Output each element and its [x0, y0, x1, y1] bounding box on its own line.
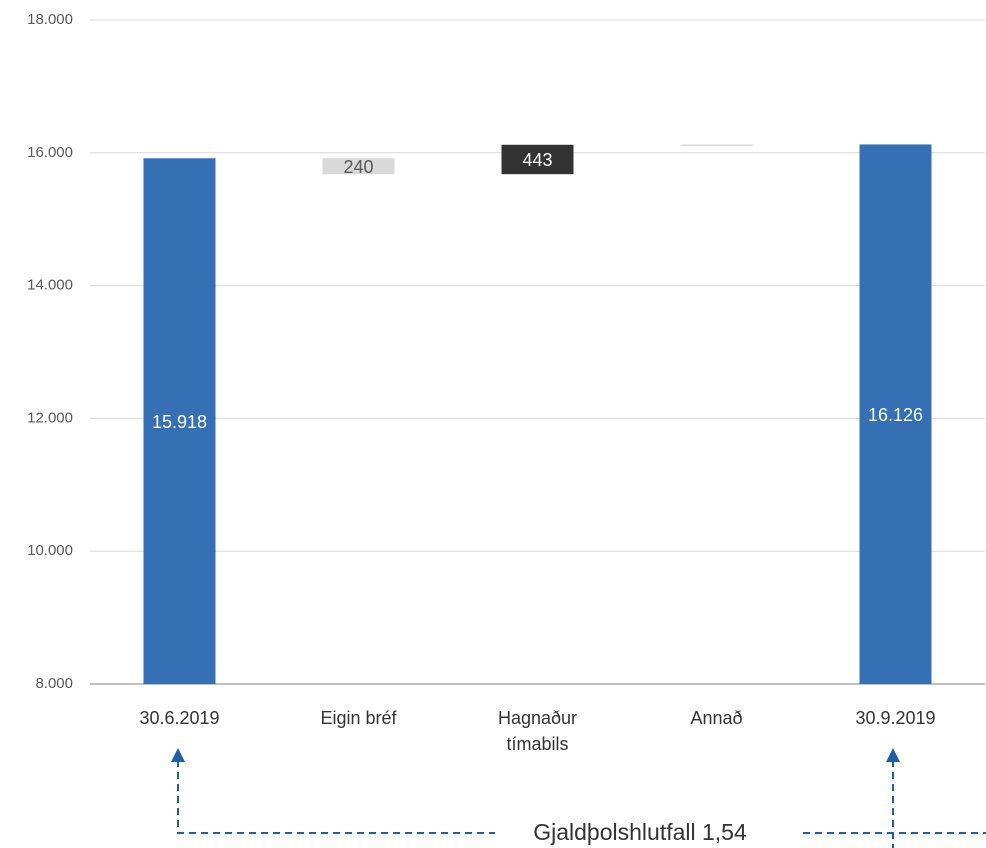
bar [501, 144, 574, 175]
annotation: Gjaldþolshlutfall 1,54 [533, 819, 747, 845]
value-label: 15.918 [152, 412, 207, 432]
bar [322, 158, 395, 175]
x-tick-label: Annað [690, 708, 743, 728]
y-tick-label: 18.000 [27, 11, 73, 28]
bar [680, 144, 753, 146]
arrow-head [171, 748, 185, 762]
arrow-head [886, 748, 900, 762]
x-tick-label: 30.9.2019 [855, 708, 936, 728]
value-label: 443 [522, 150, 552, 170]
value-label: 240 [343, 157, 373, 177]
y-tick-label: 10.000 [27, 542, 73, 559]
x-tick-label: Eigin bréf [320, 708, 397, 728]
y-tick-label: 8.000 [35, 675, 73, 692]
x-tick-label: Hagnaður tímabils [497, 708, 578, 754]
value-label: 16.126 [868, 405, 923, 425]
bar [859, 144, 932, 684]
y-tick-label: 16.000 [27, 144, 73, 161]
y-tick-label: 14.000 [27, 277, 73, 294]
annotation-line [177, 760, 495, 834]
y-tick-label: 12.000 [27, 409, 73, 426]
bar [143, 158, 216, 684]
x-tick-label: 30.6.2019 [139, 708, 220, 728]
annotation-lines [177, 760, 986, 848]
